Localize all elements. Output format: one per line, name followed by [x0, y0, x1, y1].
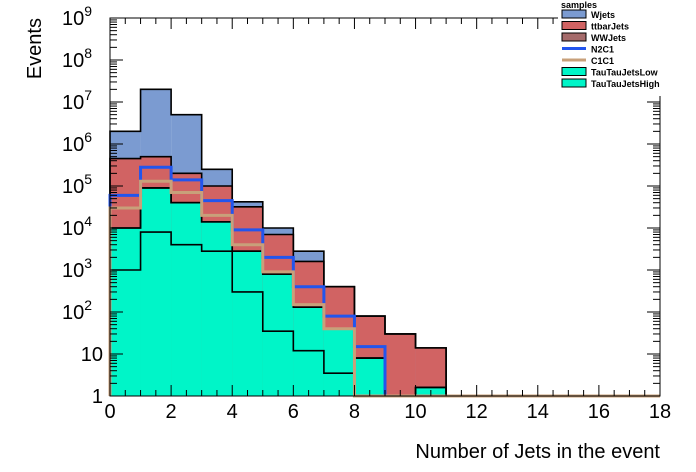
legend-swatch [561, 9, 587, 19]
y-axis-title: Events [24, 18, 46, 79]
y-tick-label: 10 [81, 344, 103, 366]
legend-label: TauTauJetsLow [591, 68, 659, 78]
legend-swatch [561, 67, 587, 76]
legend-swatch [561, 21, 587, 30]
legend-entry-Wjets: Wjets [561, 9, 615, 20]
x-tick-label: 18 [649, 401, 671, 423]
bar-TauTauJetsHigh-bin-5 [262, 331, 294, 396]
bar-TauTauJetsHigh-bin-1 [140, 232, 172, 396]
bar-TauTauJetsHigh-bin-7 [323, 373, 355, 396]
legend-swatch [561, 78, 587, 88]
legend-entry-WWJets: WWJets [561, 32, 626, 43]
x-tick-label: 8 [349, 401, 360, 423]
legend-entry-ttbarJets: ttbarJets [561, 21, 629, 32]
legend-label: TauTauJetsHigh [591, 79, 660, 89]
x-tick-label: 12 [466, 401, 488, 423]
legend-entry-TauTauJetsLow: TauTauJetsLow [561, 67, 659, 78]
y-tick-label: 105 [62, 171, 92, 198]
bar-ttbarJets-bin-9 [385, 333, 416, 396]
y-tick-label: 108 [62, 45, 92, 72]
stacked-histogram-bars [109, 88, 660, 397]
y-tick-label: 1 [92, 386, 103, 408]
bar-TauTauJetsHigh-bin-0 [110, 270, 141, 396]
x-tick-label: 2 [166, 401, 177, 423]
y-tick-label: 107 [62, 87, 92, 114]
axis-tick-labels: 0 2 4 6 8 10 12 14 16 18 1 10 102 103 104 105 106 107 108 1… [62, 3, 671, 423]
y-tick-label: 109 [62, 3, 92, 30]
x-tick-label: 6 [288, 401, 299, 423]
legend-label: WWJets [591, 33, 626, 43]
bar-TauTauJetsHigh-bin-4 [232, 291, 263, 396]
bar-TauTauJetsLow-bin-8 [354, 358, 385, 396]
legend-entry-C1C1: C1C1 [562, 56, 614, 66]
y-tick-label: 106 [62, 129, 92, 156]
x-tick-label: 16 [588, 401, 610, 423]
legend-swatch [561, 32, 587, 42]
legend-title: samples [561, 0, 597, 10]
y-tick-label: 104 [62, 213, 92, 240]
legend-entry-TauTauJetsHigh: TauTauJetsHigh [561, 78, 660, 89]
bar-TauTauJetsHigh-bin-3 [201, 251, 233, 396]
x-tick-label: 4 [227, 401, 238, 423]
bar-TauTauJetsHigh-bin-2 [171, 244, 202, 396]
x-tick-label: 0 [104, 401, 115, 423]
bar-TauTauJetsHigh-bin-6 [293, 350, 324, 396]
y-tick-label: 102 [62, 297, 92, 324]
legend-label: ttbarJets [591, 22, 629, 32]
y-tick-label: 103 [62, 255, 92, 282]
x-tick-label: 10 [404, 401, 426, 423]
x-tick-label: 14 [527, 401, 549, 423]
legend-label: Wjets [591, 10, 615, 20]
legend-label: N2C1 [591, 45, 614, 55]
legend-entry-N2C1: N2C1 [562, 45, 614, 55]
stack-layer-TauTauJetsHigh [110, 232, 355, 396]
axis-ticks [109, 17, 661, 397]
legend-label: C1C1 [591, 56, 614, 66]
x-axis-title: Number of Jets in the event [415, 441, 660, 463]
